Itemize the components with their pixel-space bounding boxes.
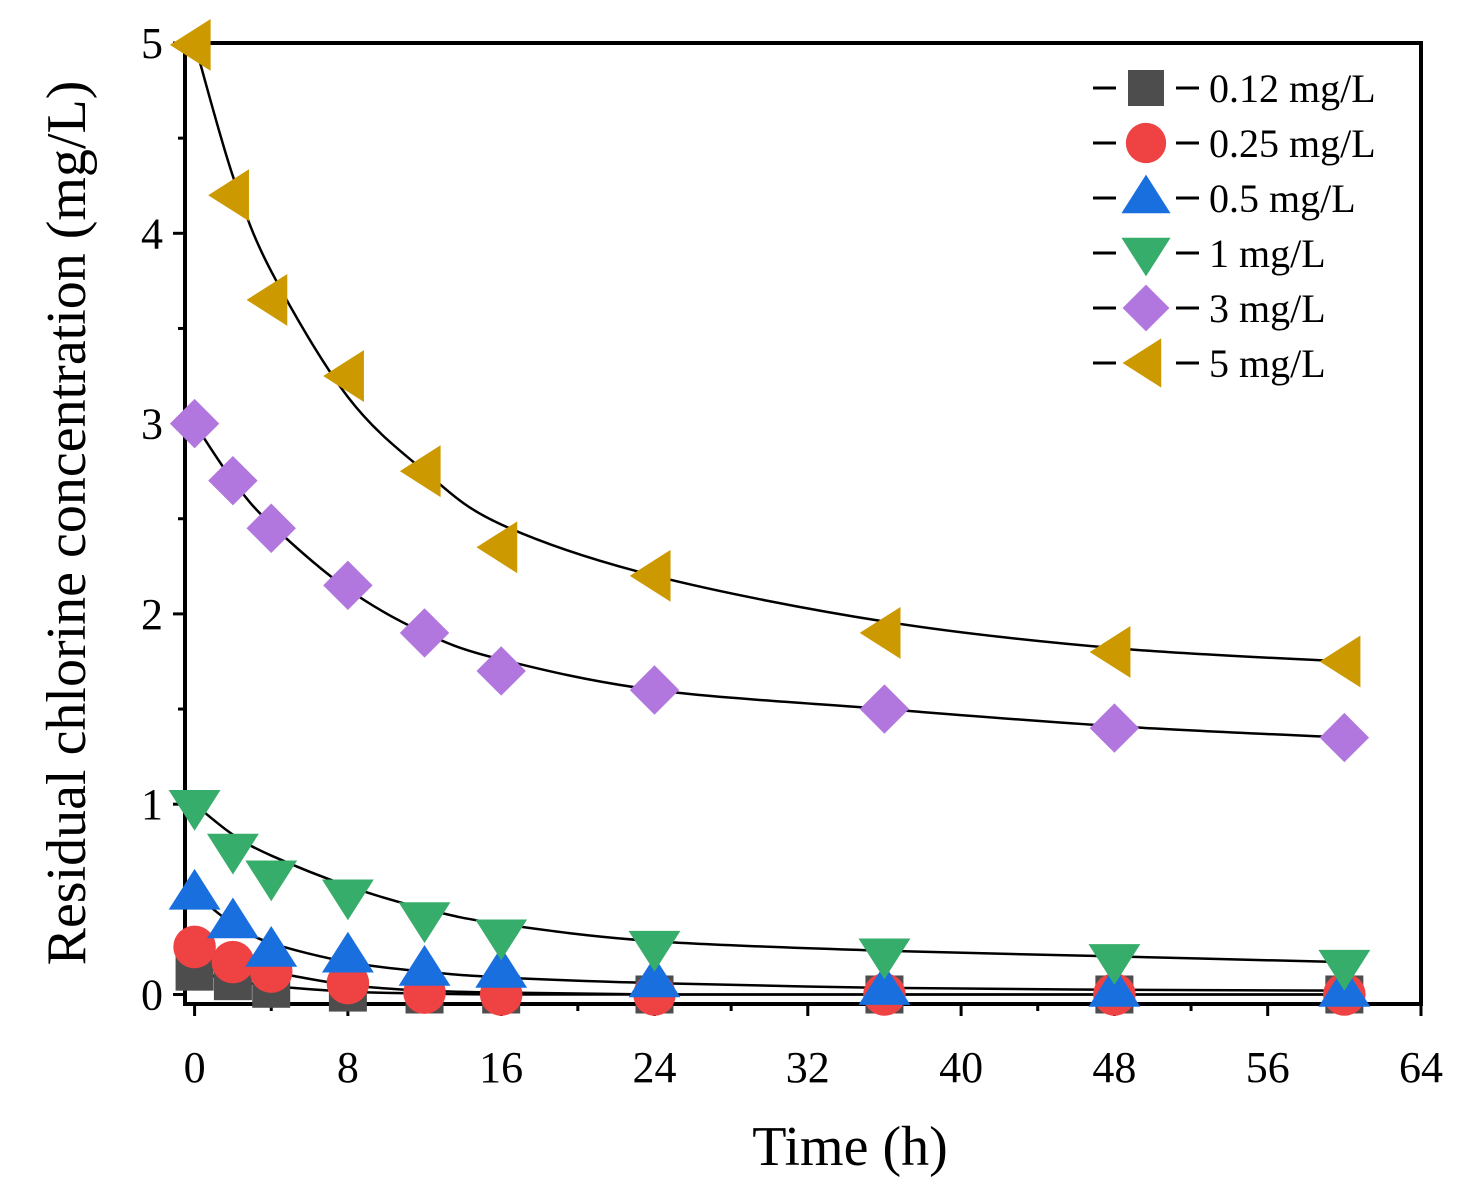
data-point-5-mg-l (208, 169, 249, 222)
y-tick-label: 2 (141, 590, 163, 639)
data-point-1-mg-l (1088, 944, 1141, 985)
x-tick-label: 56 (1246, 1043, 1290, 1092)
plot-frame (183, 41, 1423, 1006)
data-point-0-25-mg-l (173, 925, 216, 969)
data-point-1-mg-l (168, 790, 221, 831)
x-tick-label: 8 (337, 1043, 359, 1092)
data-point-0-25-mg-l (211, 940, 255, 984)
data-point-5-mg-l (246, 273, 288, 326)
legend: 0.12 mg/L 0.25 mg/L 0.5 mg/L 1 mg/L 3 mg/L 5 … (1093, 66, 1376, 388)
data-point-3-mg-l (1319, 712, 1370, 763)
data-point-5-mg-l (399, 445, 441, 498)
y-axis: 0 1 2 3 4 5 (141, 19, 185, 1019)
x-tick-label: 64 (1399, 1043, 1443, 1092)
data-point-0-5-mg-l (168, 868, 221, 910)
data-point-5-mg-l (1089, 626, 1131, 678)
y-tick-label: 0 (141, 970, 163, 1019)
data-point-3-mg-l (399, 608, 450, 658)
data-point-3-mg-l (323, 560, 373, 611)
data-point-3-mg-l (859, 684, 910, 734)
data-point-1-mg-l (206, 833, 259, 875)
data-point-1-mg-l (858, 938, 911, 980)
fit-curve-1-mg-l (193, 803, 1345, 964)
legend-marker-0-12-mg-l (1128, 70, 1164, 106)
y-tick-label: 3 (141, 400, 163, 449)
data-point-0-5-mg-l (321, 931, 374, 973)
data-point-3-mg-l (629, 665, 680, 715)
legend-label: 0.12 mg/L (1209, 66, 1376, 111)
data-point-1-mg-l (628, 930, 681, 972)
data-point-5-mg-l (629, 549, 671, 602)
data-points (168, 18, 1371, 1016)
data-point-3-mg-l (169, 398, 220, 449)
data-point-0-5-mg-l (628, 956, 681, 998)
data-point-1-mg-l (1318, 949, 1371, 991)
data-point-5-mg-l (476, 521, 518, 574)
legend-marker-1-mg-l (1121, 237, 1171, 277)
fit-curves (193, 42, 1345, 996)
data-point-0-5-mg-l (858, 964, 911, 1005)
y-tick-label: 5 (141, 19, 163, 68)
data-point-0-5-mg-l (475, 946, 528, 988)
y-tick-label: 1 (141, 780, 163, 829)
data-point-1-mg-l (245, 860, 298, 902)
x-tick-label: 32 (786, 1043, 830, 1092)
data-point-0-5-mg-l (1088, 965, 1141, 1007)
legend-label: 1 mg/L (1209, 231, 1326, 276)
legend-marker-0-25-mg-l (1125, 122, 1167, 164)
data-point-5-mg-l (1319, 635, 1361, 688)
legend-label: 0.5 mg/L (1209, 176, 1356, 221)
fit-curve-5-mg-l (193, 42, 1345, 663)
x-axis-title: Time (h) (752, 1116, 948, 1178)
x-axis: 0 8 16 24 32 40 48 56 64 (184, 1004, 1443, 1092)
data-point-1-mg-l (475, 919, 528, 961)
legend-marker-0-5-mg-l (1121, 174, 1171, 214)
x-tick-label: 0 (184, 1043, 206, 1092)
data-point-0-5-mg-l (245, 926, 298, 967)
data-point-1-mg-l (398, 902, 451, 944)
data-point-3-mg-l (208, 455, 258, 506)
data-point-5-mg-l (859, 606, 901, 659)
data-point-1-mg-l (321, 879, 374, 921)
data-point-0-5-mg-l (206, 897, 259, 939)
y-tick-label: 4 (141, 209, 163, 258)
legend-label: 5 mg/L (1209, 341, 1326, 386)
legend-marker-5-mg-l (1122, 338, 1162, 388)
x-tick-label: 48 (1092, 1043, 1136, 1092)
x-tick-label: 16 (479, 1043, 523, 1092)
legend-label: 3 mg/L (1209, 286, 1326, 331)
legend-label: 0.25 mg/L (1209, 121, 1376, 166)
data-point-0-5-mg-l (398, 945, 451, 986)
data-point-5-mg-l (323, 350, 364, 402)
x-tick-label: 40 (939, 1043, 983, 1092)
x-tick-label: 24 (632, 1043, 676, 1092)
legend-marker-3-mg-l (1122, 284, 1170, 332)
data-point-3-mg-l (476, 646, 526, 696)
data-point-5-mg-l (169, 18, 211, 71)
data-point-3-mg-l (1089, 703, 1140, 753)
data-point-3-mg-l (246, 503, 296, 553)
y-axis-title: Residual chlorine concentration (mg/L) (36, 81, 98, 966)
